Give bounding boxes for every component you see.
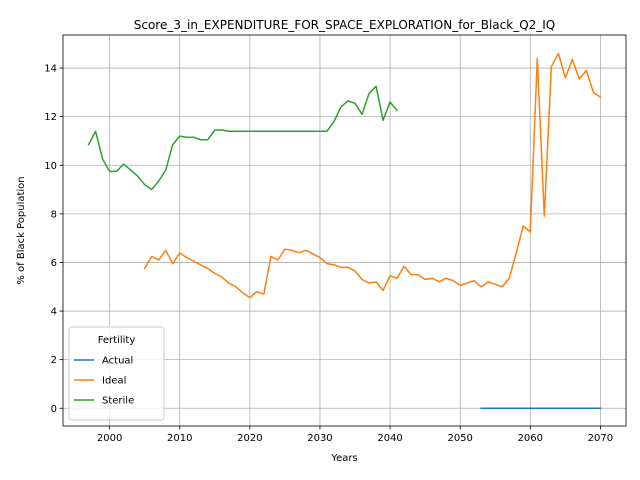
y-tick-label: 2 xyxy=(51,355,57,366)
series-line-sterile xyxy=(87,85,399,191)
legend-label-ideal: Ideal xyxy=(102,376,126,387)
x-tick-label: 2010 xyxy=(167,433,192,444)
x-tick-label: 2000 xyxy=(97,433,122,444)
y-tick-label: 8 xyxy=(51,209,57,220)
y-tick-label: 10 xyxy=(44,161,57,172)
x-tick-label: 2040 xyxy=(377,433,402,444)
x-tick-label: 2060 xyxy=(518,433,543,444)
legend-label-sterile: Sterile xyxy=(102,396,134,407)
series-line-ideal xyxy=(143,52,602,299)
y-tick-label: 4 xyxy=(51,307,57,318)
plot-area-frame xyxy=(62,34,627,427)
y-axis-label: % of Black Population xyxy=(16,176,27,284)
x-tick-label: 2070 xyxy=(588,433,613,444)
x-tick-label: 2030 xyxy=(307,433,332,444)
y-tick-label: 6 xyxy=(51,258,57,269)
y-axis-ticks: 0 2 4 6 8 10 12 14 xyxy=(44,64,63,415)
y-tick-label: 12 xyxy=(44,112,57,123)
x-tick-label: 2020 xyxy=(237,433,262,444)
x-axis-label: Years xyxy=(330,453,357,464)
legend-label-actual: Actual xyxy=(102,356,133,367)
series-lines xyxy=(87,52,602,410)
y-tick-label: 14 xyxy=(44,64,57,75)
chart-title: Score_3_in_EXPENDITURE_FOR_SPACE_EXPLORA… xyxy=(134,18,556,32)
legend: Fertility Actual Ideal Sterile xyxy=(68,326,165,421)
x-tick-label: 2050 xyxy=(447,433,472,444)
y-tick-label: 0 xyxy=(51,404,57,415)
legend-box xyxy=(68,326,165,421)
x-axis-ticks: 2000 2010 2020 2030 2040 2050 2060 2070 xyxy=(97,426,613,444)
legend-title: Fertility xyxy=(98,335,136,346)
